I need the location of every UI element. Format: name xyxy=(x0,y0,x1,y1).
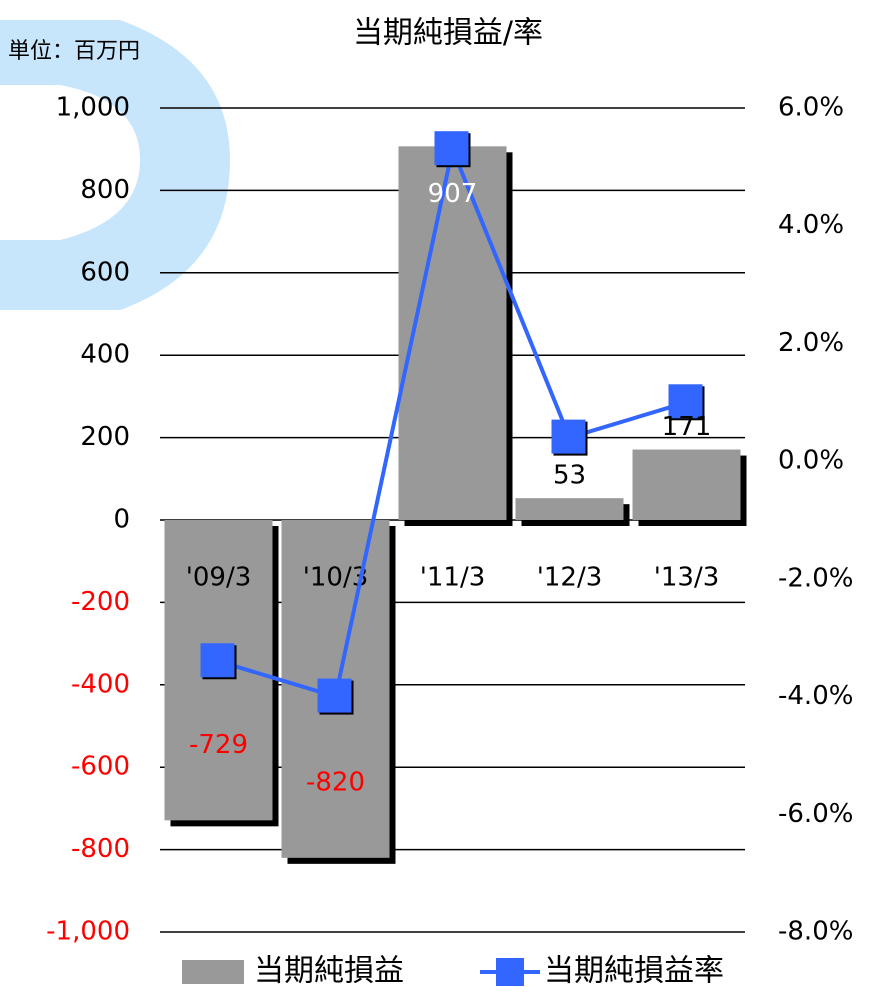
y2-tick-label: -8.0% xyxy=(778,917,853,947)
y-tick-label: 800 xyxy=(80,175,130,205)
bar xyxy=(515,498,624,520)
unit-label: 単位：百万円 xyxy=(8,39,140,64)
y2-tick-label: -6.0% xyxy=(778,799,853,829)
bar xyxy=(632,449,741,520)
x-tick-label: '11/3 xyxy=(420,563,486,593)
y2-tick-label: 6.0% xyxy=(778,93,844,123)
data-label: 907 xyxy=(428,179,478,209)
y-tick-label: -1,000 xyxy=(46,917,130,947)
legend-marker xyxy=(496,958,524,986)
data-label: -729 xyxy=(189,730,248,760)
logo-watermark xyxy=(0,20,230,310)
y-tick-label: 0 xyxy=(113,505,130,535)
data-label: 53 xyxy=(553,461,586,491)
y2-tick-label: 4.0% xyxy=(778,210,844,240)
y-tick-label: -600 xyxy=(71,752,130,782)
rate-marker xyxy=(668,384,703,419)
y2-tick-label: 2.0% xyxy=(778,328,844,358)
legend-swatch xyxy=(182,960,244,984)
legend-label: 当期純損益 xyxy=(254,954,404,989)
y-tick-label: 1,000 xyxy=(56,93,130,123)
bar xyxy=(398,146,507,521)
y-tick-label: -800 xyxy=(71,834,130,864)
x-tick-label: '13/3 xyxy=(654,563,720,593)
y-tick-label: -400 xyxy=(71,669,130,699)
legend-label: 当期純損益率 xyxy=(544,954,724,989)
rate-marker xyxy=(434,131,469,166)
y2-tick-label: -4.0% xyxy=(778,681,853,711)
y2-tick-label: -2.0% xyxy=(778,563,853,593)
chart-title: 当期純損益/率 xyxy=(353,16,543,51)
rate-marker xyxy=(317,678,352,713)
data-label: -820 xyxy=(306,767,365,797)
x-tick-label: '09/3 xyxy=(186,563,252,593)
y-tick-label: 600 xyxy=(80,257,130,287)
y-tick-label: 400 xyxy=(80,340,130,370)
x-tick-label: '12/3 xyxy=(537,563,603,593)
y-tick-label: -200 xyxy=(71,587,130,617)
y-tick-label: 200 xyxy=(80,422,130,452)
data-label: 171 xyxy=(662,412,712,442)
y2-tick-label: 0.0% xyxy=(778,446,844,476)
rate-marker xyxy=(200,643,235,678)
rate-marker xyxy=(551,419,586,454)
